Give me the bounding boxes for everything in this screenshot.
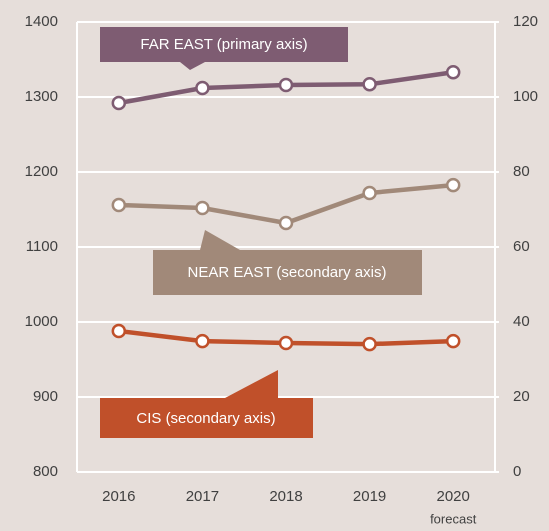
y2-tick-label: 20 [513,388,530,405]
plot-area: 800 900 1000 1100 1200 1300 1400 0 20 40 60 80 100 12… [25,13,538,526]
y2-tick-label: 60 [513,238,530,255]
point-marker [362,77,377,92]
x-tick-label: 2020 [437,488,470,505]
y2-tick-label: 80 [513,163,530,180]
y-tick-label: 1200 [25,163,58,180]
point-marker [111,95,127,111]
point-marker [195,333,210,349]
series-label: CIS (secondary axis) [136,410,275,427]
y-tick-label: 800 [33,463,58,480]
y-tick-label: 1000 [25,313,58,330]
callout-far-east: FAR EAST (primary axis) [100,27,348,70]
x-tick-label: 2019 [353,488,386,505]
point-marker [111,323,127,339]
point-marker [445,333,461,349]
x-tick-label: 2017 [186,488,219,505]
y-tick-label: 1400 [25,13,58,30]
callout-box [100,27,348,70]
x-tick-label: 2016 [102,488,135,505]
callout-cis: CIS (secondary axis) [100,370,313,438]
y-tick-label: 1100 [26,238,58,255]
x-tick-label: 2018 [269,488,302,505]
point-marker [195,80,210,96]
y2-tick-label: 120 [513,13,538,30]
point-marker [362,185,377,201]
point-marker [362,336,377,352]
callout-box [153,230,422,295]
y2-tick-label: 40 [513,313,530,330]
point-marker [445,177,461,193]
y2-tick-label: 0 [513,463,521,480]
point-marker [278,335,294,351]
point-marker [195,200,210,216]
callouts: FAR EAST (primary axis) NEAR EAST (secon… [100,27,422,438]
point-marker [111,197,127,213]
point-marker [278,77,294,93]
callout-near-east: NEAR EAST (secondary axis) [153,230,422,295]
point-marker [278,215,294,231]
y-tick-label: 900 [33,388,58,405]
point-marker [445,65,461,80]
series-label: FAR EAST (primary axis) [140,36,307,53]
series-label: NEAR EAST (secondary axis) [188,264,387,281]
annotation: forecast [430,511,477,526]
y2-tick-label: 100 [513,88,538,105]
y-tick-label: 1300 [25,88,58,105]
callout-box [100,370,313,438]
